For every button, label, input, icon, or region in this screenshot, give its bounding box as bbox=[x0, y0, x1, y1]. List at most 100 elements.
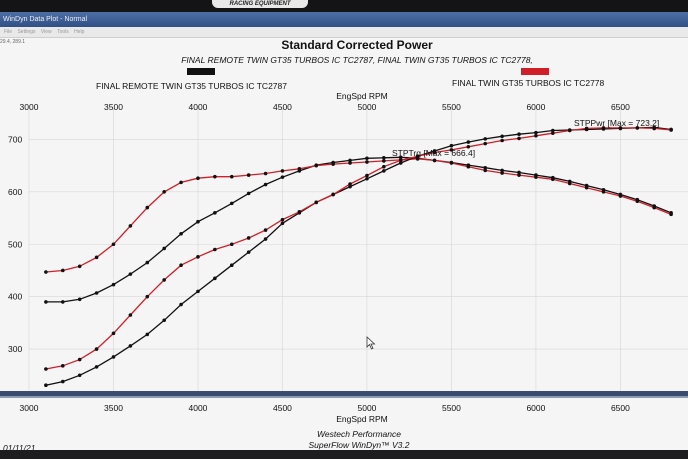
data-point bbox=[263, 182, 268, 187]
data-point bbox=[534, 133, 538, 138]
data-point bbox=[483, 141, 488, 146]
data-point bbox=[551, 131, 555, 135]
y-tick-300: 300 bbox=[8, 344, 22, 354]
menu-view[interactable]: View bbox=[40, 29, 52, 35]
bezel-brand-logo: RACING EQUIPMENT bbox=[212, 0, 308, 8]
data-point bbox=[179, 302, 183, 307]
data-point bbox=[635, 126, 640, 130]
data-point bbox=[213, 247, 217, 252]
annotation-torque-max: STPTrq [Max = 666.4] bbox=[392, 148, 475, 158]
x-axis-label-top: EngSpd RPM bbox=[336, 91, 388, 101]
data-point bbox=[145, 205, 150, 210]
data-point bbox=[263, 228, 268, 232]
data-point bbox=[500, 134, 504, 139]
window-title: WinDyn Data Plot - Normal bbox=[0, 12, 688, 27]
data-point bbox=[128, 344, 133, 348]
y-tick-400: 400 bbox=[8, 292, 22, 302]
data-point bbox=[348, 158, 352, 163]
x-tick-bottom-6000: 6000 bbox=[526, 403, 545, 413]
x-tick-top-4500: 4500 bbox=[273, 102, 292, 112]
data-point bbox=[365, 173, 369, 178]
data-point bbox=[44, 300, 48, 304]
data-point bbox=[179, 263, 183, 268]
data-point bbox=[432, 150, 437, 155]
data-point bbox=[601, 190, 606, 194]
data-point bbox=[584, 126, 589, 131]
x-tick-top-4000: 4000 bbox=[189, 102, 208, 112]
data-point bbox=[348, 184, 352, 189]
data-point bbox=[229, 242, 234, 247]
footer-date: 01/11/21 bbox=[3, 443, 36, 453]
data-point bbox=[297, 209, 302, 214]
data-point bbox=[449, 148, 454, 152]
data-point bbox=[297, 166, 302, 171]
data-point bbox=[280, 175, 285, 179]
data-point bbox=[483, 168, 488, 173]
data-point bbox=[652, 126, 657, 131]
data-point bbox=[652, 205, 657, 210]
series-stppwr-tc2778 bbox=[44, 126, 673, 371]
chart-title: Standard Corrected Power bbox=[281, 38, 433, 52]
x-ticks-bottom: 3000 3500 4000 4500 5000 5500 6000 6500 bbox=[20, 403, 631, 413]
x-tick-top-3500: 3500 bbox=[104, 102, 123, 112]
data-point bbox=[331, 192, 335, 197]
annotation-power-max: STPPwr [Max = 723.2] bbox=[574, 118, 659, 128]
time-scrollbar[interactable] bbox=[0, 391, 688, 396]
x-tick-bottom-6500: 6500 bbox=[611, 403, 630, 413]
menu-help[interactable]: Help bbox=[74, 29, 85, 35]
data-point bbox=[111, 331, 116, 336]
data-point bbox=[449, 161, 454, 165]
data-point bbox=[331, 162, 335, 166]
data-point bbox=[213, 276, 217, 281]
menu-tools[interactable]: Tools bbox=[57, 29, 69, 35]
data-point bbox=[162, 278, 166, 282]
data-point bbox=[213, 174, 217, 179]
data-point bbox=[618, 126, 623, 130]
data-point bbox=[567, 181, 572, 186]
data-point bbox=[365, 156, 369, 161]
data-point bbox=[500, 168, 504, 173]
data-point bbox=[365, 160, 369, 164]
data-point bbox=[44, 367, 48, 371]
data-point bbox=[483, 137, 488, 141]
data-point bbox=[60, 268, 65, 273]
data-point bbox=[94, 365, 99, 369]
data-point bbox=[162, 246, 166, 251]
data-point bbox=[77, 357, 82, 362]
data-point bbox=[466, 140, 471, 144]
menu-settings[interactable]: Settings bbox=[17, 29, 36, 35]
menu-file[interactable]: File bbox=[4, 29, 13, 35]
data-point bbox=[128, 313, 133, 317]
data-point bbox=[669, 128, 673, 132]
data-point bbox=[517, 170, 521, 175]
data-point bbox=[246, 236, 251, 240]
data-point bbox=[145, 294, 150, 299]
x-tick-bottom-4000: 4000 bbox=[189, 403, 208, 413]
x-tick-bottom-4500: 4500 bbox=[273, 403, 292, 413]
data-point bbox=[145, 332, 150, 337]
data-point bbox=[263, 171, 268, 176]
data-point bbox=[229, 263, 234, 268]
x-tick-top-6500: 6500 bbox=[611, 102, 630, 112]
y-tick-700: 700 bbox=[8, 134, 22, 144]
data-point bbox=[229, 201, 234, 206]
data-point bbox=[77, 373, 82, 378]
series-line bbox=[45, 158, 672, 273]
x-tick-top-6000: 6000 bbox=[526, 102, 545, 112]
data-point bbox=[77, 297, 82, 302]
series-stptrq-tc2778 bbox=[44, 157, 673, 274]
data-point bbox=[145, 260, 150, 265]
data-point bbox=[432, 158, 437, 163]
menu-bar: File Settings View Tools Help bbox=[0, 27, 688, 38]
data-point bbox=[618, 194, 623, 198]
data-point bbox=[517, 173, 521, 177]
monitor-bezel-bottom bbox=[0, 450, 688, 459]
data-point bbox=[246, 250, 251, 254]
data-point bbox=[551, 177, 555, 182]
data-point bbox=[60, 379, 65, 384]
data-point bbox=[466, 144, 471, 149]
data-point bbox=[246, 191, 251, 196]
data-point bbox=[584, 185, 589, 190]
data-point bbox=[77, 264, 82, 269]
